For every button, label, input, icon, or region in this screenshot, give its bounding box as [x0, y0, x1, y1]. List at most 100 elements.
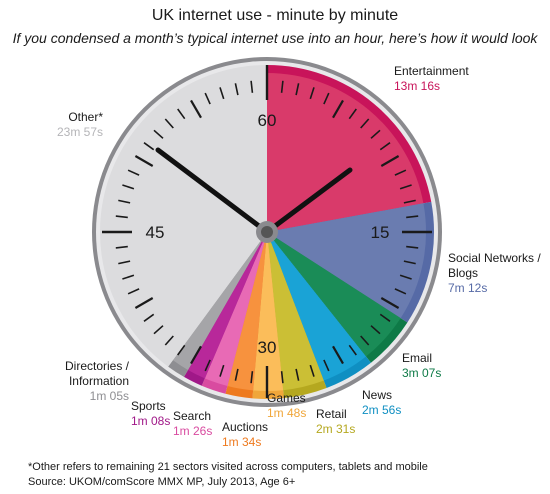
clock-pivot-center: [261, 226, 273, 238]
minute-tick: [115, 215, 128, 219]
chart-subtitle: If you condensed a month’s typical inter…: [12, 30, 538, 46]
minute-tick: [204, 359, 211, 372]
minute-tick: [164, 335, 174, 346]
minute-tick: [280, 371, 284, 384]
slice-sports: [187, 232, 267, 379]
minute-tick: [134, 297, 154, 309]
minute-tick: [164, 118, 174, 129]
minute-tick: [370, 325, 381, 335]
slice-label-retail: Retail: [316, 407, 347, 421]
minute-tick: [399, 184, 412, 190]
slice-value-social-networks-blogs: 7m 12s: [448, 281, 487, 295]
dial-number-30: 30: [258, 338, 277, 357]
minute-tick: [219, 364, 225, 377]
minute-tick: [122, 274, 135, 280]
minute-tick: [234, 368, 239, 381]
minute-tick: [394, 288, 407, 295]
minute-tick: [234, 83, 239, 96]
slice-value-directories-information: 1m 05s: [90, 389, 129, 403]
slice-value-news: 2m 56s: [362, 403, 401, 417]
slice-label-search: Search: [173, 409, 211, 423]
slice-label-directories-information: Directories / Information: [65, 359, 130, 388]
minute-tick: [115, 245, 128, 249]
minute-tick: [403, 260, 416, 265]
minute-tick: [122, 184, 135, 190]
minute-tick: [204, 92, 211, 105]
dial-number-45: 45: [146, 223, 165, 242]
minute-tick: [118, 260, 131, 265]
minute-tick: [143, 142, 155, 151]
minute-tick: [403, 199, 416, 204]
minute-tick: [280, 80, 284, 93]
footnote: *Other refers to remaining 21 sectors vi…: [28, 461, 428, 473]
minute-tick: [380, 297, 400, 309]
minute-tick: [370, 129, 381, 139]
minute-tick: [379, 142, 391, 151]
chart-title: UK internet use - minute by minute: [151, 7, 399, 24]
minute-tick: [177, 344, 186, 356]
minute-tick: [190, 345, 202, 365]
slice-label-email: Email: [402, 351, 432, 365]
minute-tick: [118, 199, 131, 204]
slice-label-auctions: Auctions: [222, 420, 268, 434]
minute-tick: [250, 80, 254, 93]
minute-tick: [394, 169, 407, 176]
slice-auctions: [227, 232, 267, 391]
minute-tick: [295, 368, 300, 381]
minute-tick: [309, 87, 315, 100]
slice-label-sports: Sports: [131, 399, 166, 413]
slice-label-games: Games: [267, 391, 306, 405]
minute-tick: [127, 169, 140, 176]
slice-search: [204, 232, 267, 386]
slice-value-sports: 1m 08s: [131, 414, 170, 428]
slice-label-other: Other*: [68, 110, 103, 124]
slice-label-social-networks-blogs: Social Networks / Blogs: [448, 251, 541, 280]
dial-number-60: 60: [258, 111, 277, 130]
minute-tick: [177, 108, 186, 120]
minute-tick: [134, 155, 154, 167]
slice-value-search: 1m 26s: [173, 424, 212, 438]
minute-tick: [360, 118, 370, 129]
minute-tick: [379, 313, 391, 322]
slice-label-entertainment: Entertainment: [394, 64, 469, 78]
minute-tick: [360, 335, 370, 346]
slice-news: [267, 232, 366, 381]
source-note: Source: UKOM/comScore MMX MP, July 2013,…: [28, 476, 296, 488]
minute-tick: [323, 359, 330, 372]
minute-tick: [143, 313, 155, 322]
minute-hand: [155, 147, 270, 235]
minute-tick: [399, 274, 412, 280]
slice-value-retail: 2m 31s: [316, 422, 355, 436]
minute-tick: [295, 83, 300, 96]
minute-tick: [348, 108, 357, 120]
minute-tick: [406, 245, 419, 249]
minute-tick: [153, 129, 164, 139]
minute-tick: [250, 371, 254, 384]
hour-hand: [264, 167, 353, 235]
minute-tick: [348, 344, 357, 356]
minute-tick: [127, 288, 140, 295]
slice-value-entertainment: 13m 16s: [394, 79, 440, 93]
minute-tick: [219, 87, 225, 100]
minute-tick: [153, 325, 164, 335]
slice-email: [267, 232, 401, 357]
slice-social-networks-blogs: [267, 203, 427, 319]
slice-value-auctions: 1m 34s: [222, 435, 261, 449]
slice-games: [253, 232, 284, 391]
dial-number-15: 15: [371, 223, 390, 242]
slice-directories-information: [172, 232, 267, 370]
minute-tick: [309, 364, 315, 377]
slice-value-email: 3m 07s: [402, 366, 441, 380]
minute-tick: [406, 215, 419, 219]
minute-tick: [332, 345, 344, 365]
minute-tick: [323, 92, 330, 105]
minute-tick: [190, 99, 202, 119]
slice-entertainment: [267, 73, 424, 232]
slice-value-other: 23m 57s: [57, 125, 103, 139]
slice-label-news: News: [362, 388, 392, 402]
minute-tick: [332, 99, 344, 119]
minute-tick: [380, 155, 400, 167]
slice-retail: [267, 232, 324, 391]
slice-value-games: 1m 48s: [267, 406, 306, 420]
